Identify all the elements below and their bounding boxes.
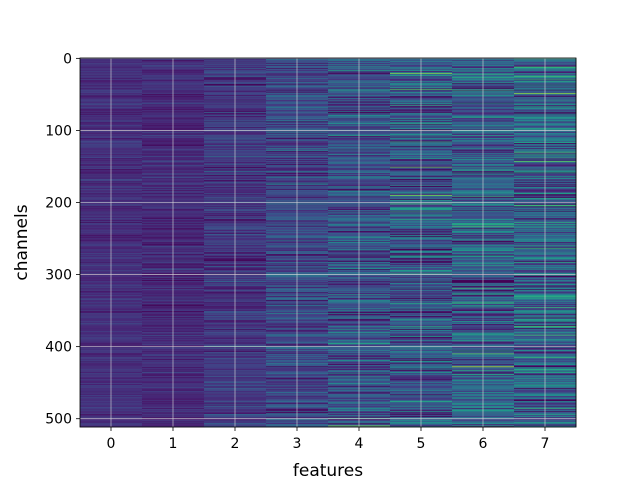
x-tick-label: 0 (107, 436, 116, 452)
heatmap-cells (80, 58, 577, 428)
x-axis-label: features (293, 461, 363, 480)
y-tick-label: 100 (45, 123, 72, 139)
x-tick-label: 3 (293, 436, 302, 452)
y-tick-label: 500 (45, 412, 72, 428)
y-axis-label: channels (12, 204, 32, 280)
y-tick-label: 0 (63, 51, 72, 67)
y-axis-ticks: 0 100 200 300 400 500 (45, 51, 80, 428)
x-tick-label: 1 (169, 436, 178, 452)
plot-frame (79, 57, 577, 428)
x-tick-label: 7 (541, 436, 550, 452)
y-tick-label: 200 (45, 196, 72, 212)
y-tick-label: 300 (45, 268, 72, 284)
x-tick-label: 2 (231, 436, 240, 452)
y-tick-label: 400 (45, 340, 72, 356)
grid-lines (80, 57, 576, 427)
x-tick-label: 5 (417, 436, 426, 452)
x-tick-label: 4 (355, 436, 364, 452)
x-tick-label: 6 (479, 436, 488, 452)
x-axis-ticks: 0 1 2 3 4 5 6 7 (107, 427, 550, 452)
